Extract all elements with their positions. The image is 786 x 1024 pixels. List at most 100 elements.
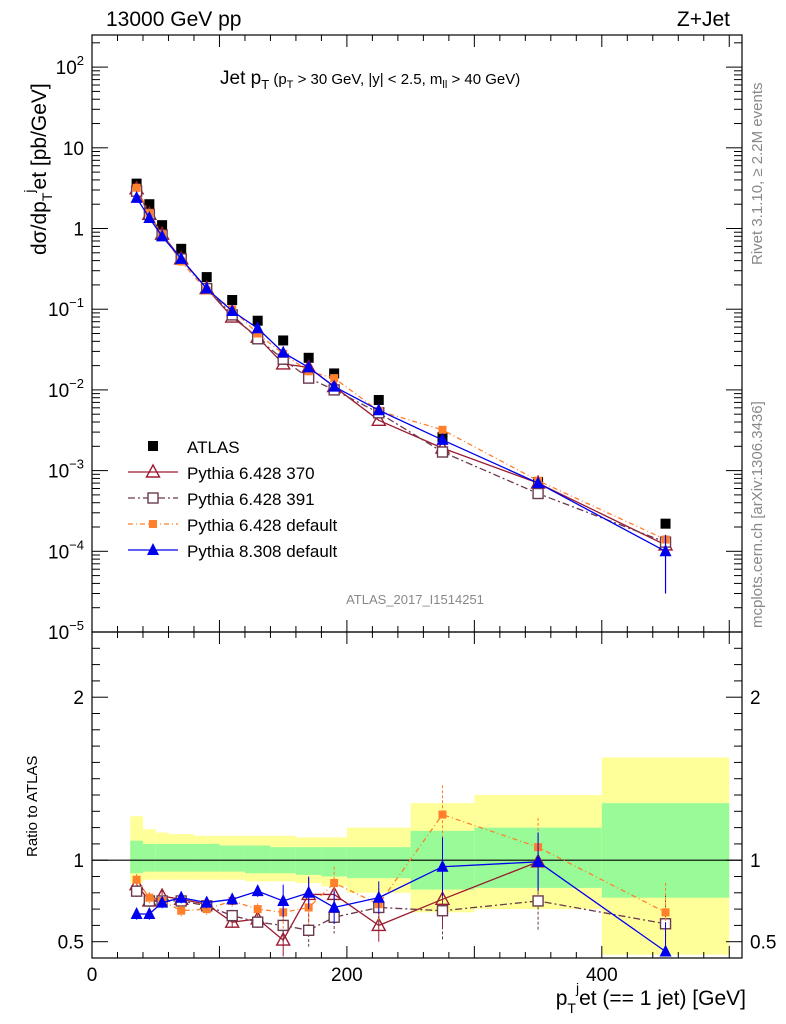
main-point [532, 487, 544, 500]
svg-text:Jet pT (pT > 30 GeV, |y| < 2.5: Jet pT (pT > 30 GeV, |y| < 2.5, mll > 40… [220, 68, 520, 92]
legend-marker [147, 492, 159, 504]
main-point [252, 315, 263, 326]
ratio-point [330, 879, 339, 888]
legend-item: Pythia 6.428 default [128, 516, 338, 535]
main-point [438, 425, 447, 434]
main-point [251, 321, 264, 334]
legend-marker [149, 520, 157, 528]
main-point [226, 304, 239, 317]
ratio-y-tick-label: 1 [73, 851, 84, 872]
legend-marker [148, 441, 158, 451]
ratio-point [436, 859, 449, 872]
ratio-point [202, 905, 211, 914]
ratio-point [532, 895, 544, 907]
main-point [328, 379, 341, 392]
ratio-y-tick-label-right: 0.5 [750, 933, 776, 954]
ratio-point [251, 916, 264, 928]
xlabel: pTjet (== 1 jet) [GeV] [556, 980, 746, 1016]
ratio-point [175, 890, 188, 903]
y-tick-label: 10−4 [48, 537, 84, 563]
main-point [277, 345, 290, 358]
svg-text:dσ/dpTjet [pb/GeV]: dσ/dpTjet [pb/GeV] [21, 83, 55, 255]
main-point [532, 476, 545, 489]
ratio-series-3 [130, 832, 672, 957]
ratio-point [532, 854, 545, 867]
ratio-band-inner [346, 847, 411, 879]
main-series-line [136, 187, 666, 541]
main-point [131, 178, 142, 189]
ratio-y-tick-label-right: 2 [750, 688, 761, 709]
main-point [303, 352, 314, 363]
ratio-point [226, 892, 239, 905]
ratio-point [372, 890, 385, 903]
main-point [156, 229, 169, 242]
ratio-point [253, 905, 262, 914]
main-point [201, 272, 212, 283]
ratio-point [251, 884, 264, 897]
main-point [175, 251, 188, 264]
ratio-point [302, 885, 315, 898]
main-point [130, 190, 143, 203]
svg-text:pTjet (== 1 jet) [GeV]: pTjet (== 1 jet) [GeV] [556, 980, 746, 1016]
ratio-point [438, 810, 447, 819]
main-title: Jet pT (pT > 30 GeV, |y| < 2.5, mll > 40… [220, 68, 520, 92]
legend-item: Pythia 6.428 370 [128, 463, 315, 483]
legend-item: Pythia 8.308 default [128, 542, 338, 561]
ratio-point [132, 875, 141, 884]
ratio-point [156, 895, 169, 908]
ratio-band-inner [219, 845, 245, 872]
ratio-band-inner [244, 845, 271, 874]
y-tick-label: 1 [73, 220, 84, 241]
legend-label: Pythia 8.308 default [187, 542, 338, 561]
ratio-point [277, 919, 289, 932]
y-tick-label: 10−2 [48, 376, 84, 402]
analysis-id: ATLAS_2017_I1514251 [346, 592, 484, 607]
main-point [373, 394, 384, 405]
main-panel: 10−5 10−4 10−3 10−2 10−1 1 10 102 [48, 34, 743, 644]
main-ylabel: dσ/dpTjet [pb/GeV] [21, 83, 55, 255]
header-right: Z+Jet [677, 8, 730, 31]
legend-label: Pythia 6.428 391 [187, 490, 315, 509]
y-tick-label: 10−1 [48, 295, 84, 321]
ratio-band-inner [193, 843, 220, 872]
x-tick-label: 400 [586, 965, 618, 986]
ratio-point [275, 931, 291, 946]
main-point [660, 518, 671, 529]
main-point [436, 446, 449, 458]
ratio-point [143, 906, 156, 919]
ratio-point [226, 909, 238, 922]
ratio-band-inner [130, 840, 143, 874]
ratio-point [436, 905, 449, 917]
ratio-series-line [136, 861, 666, 953]
ratio-y-tick-label-right: 1 [750, 851, 761, 872]
main-point [132, 183, 141, 192]
ratio-band-inner [295, 847, 322, 875]
ratio-panel: 0 200 400 0.5 0.5 1 1 2 2 [58, 35, 776, 986]
main-point [372, 403, 385, 416]
ratio-point [277, 893, 290, 906]
legend-item: Pythia 6.428 391 [128, 490, 315, 509]
main-point [200, 281, 213, 294]
main-point [278, 335, 289, 346]
main-point [157, 220, 168, 231]
legend-marker [145, 463, 161, 478]
ratio-ylabel: Ratio to ATLAS [24, 756, 41, 857]
ratio-point [177, 906, 186, 915]
main-point [253, 329, 262, 338]
main-series-4 [130, 190, 672, 594]
x-tick-label: 0 [87, 965, 98, 986]
legend: ATLAS Pythia 6.428 370 Pythia 6.428 391 Pyt… [128, 438, 338, 561]
ratio-band-inner [168, 843, 194, 872]
main-point [329, 368, 340, 379]
main-point [143, 210, 156, 223]
x-tick-label: 200 [331, 965, 363, 986]
ratio-point [371, 916, 387, 932]
main-point [371, 411, 387, 427]
ratio-point [130, 906, 143, 919]
y-tick-label: 10−3 [48, 457, 84, 483]
y-tick-label: 10−5 [48, 618, 84, 644]
y-tick-label: 10 [63, 139, 84, 160]
legend-item: ATLAS [148, 438, 240, 457]
legend-marker [147, 543, 159, 555]
